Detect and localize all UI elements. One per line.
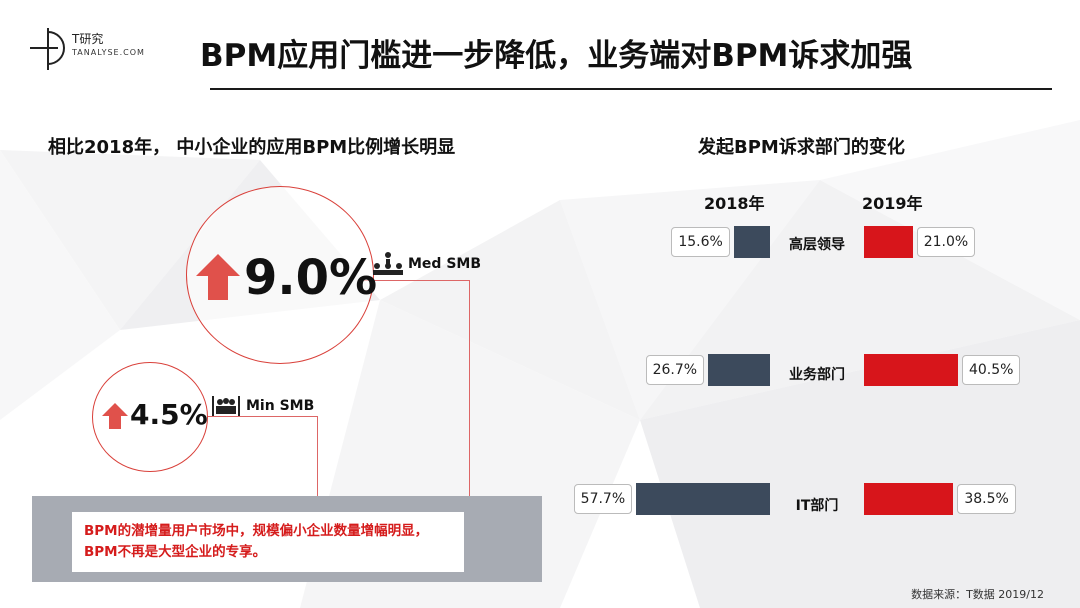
value-label-2018: 15.6% <box>671 227 730 257</box>
med-smb-label: Med SMB <box>408 256 482 272</box>
value-label-2018: 57.7% <box>573 484 633 514</box>
left-subtitle: 相比2018年， 中小企业的应用BPM比例增长明显 <box>48 137 456 158</box>
up-arrow-icon <box>102 403 128 429</box>
value-label-2019: 40.5% <box>961 355 1021 385</box>
category-label: 业务部门 <box>789 367 845 383</box>
bar-2018 <box>708 354 770 386</box>
chart-title: 发起BPM诉求部门的变化 <box>698 137 905 158</box>
med-connector <box>360 280 470 498</box>
page-title: BPM应用门槛进一步降低，业务端对BPM诉求加强 <box>200 38 913 74</box>
callout-box: BPM的潜增量用户市场中，规模偏小企业数量增幅明显， BPM不再是大型企业的专享… <box>72 512 464 572</box>
bar-2019 <box>864 226 913 258</box>
value-label-2018: 26.7% <box>645 355 705 385</box>
people-group-icon <box>212 396 240 416</box>
bar-2018 <box>733 226 770 258</box>
logo-text-cn: T研究 <box>72 32 104 46</box>
min-smb-label: Min SMB <box>246 398 315 414</box>
bar-2019 <box>864 483 954 515</box>
med-smb-value: 9.0% <box>244 250 378 306</box>
min-smb-value: 4.5% <box>130 398 208 431</box>
legend-2018: 2018年 <box>704 194 765 213</box>
category-label: 高层领导 <box>789 237 845 253</box>
logo-mark-icon <box>30 28 65 70</box>
value-label-2019: 38.5% <box>957 484 1016 514</box>
logo-text-en: TANALYSE.COM <box>72 48 145 57</box>
people-meeting-icon <box>373 252 403 275</box>
category-label: IT部门 <box>795 498 839 514</box>
data-source: 数据来源：T数据 2019/12 <box>911 588 1044 601</box>
up-arrow-icon <box>196 254 240 300</box>
bar-2019 <box>864 354 958 386</box>
logo[interactable]: T研究 TANALYSE.COM <box>28 26 148 76</box>
min-connector <box>208 416 318 498</box>
callout-line-1: BPM的潜增量用户市场中，规模偏小企业数量增幅明显， <box>84 523 429 539</box>
value-label-2019: 21.0% <box>916 227 976 257</box>
legend-2019: 2019年 <box>862 194 923 213</box>
title-divider <box>210 88 1052 90</box>
callout-line-2: BPM不再是大型企业的专享。 <box>84 544 267 560</box>
bar-2018 <box>636 483 770 515</box>
